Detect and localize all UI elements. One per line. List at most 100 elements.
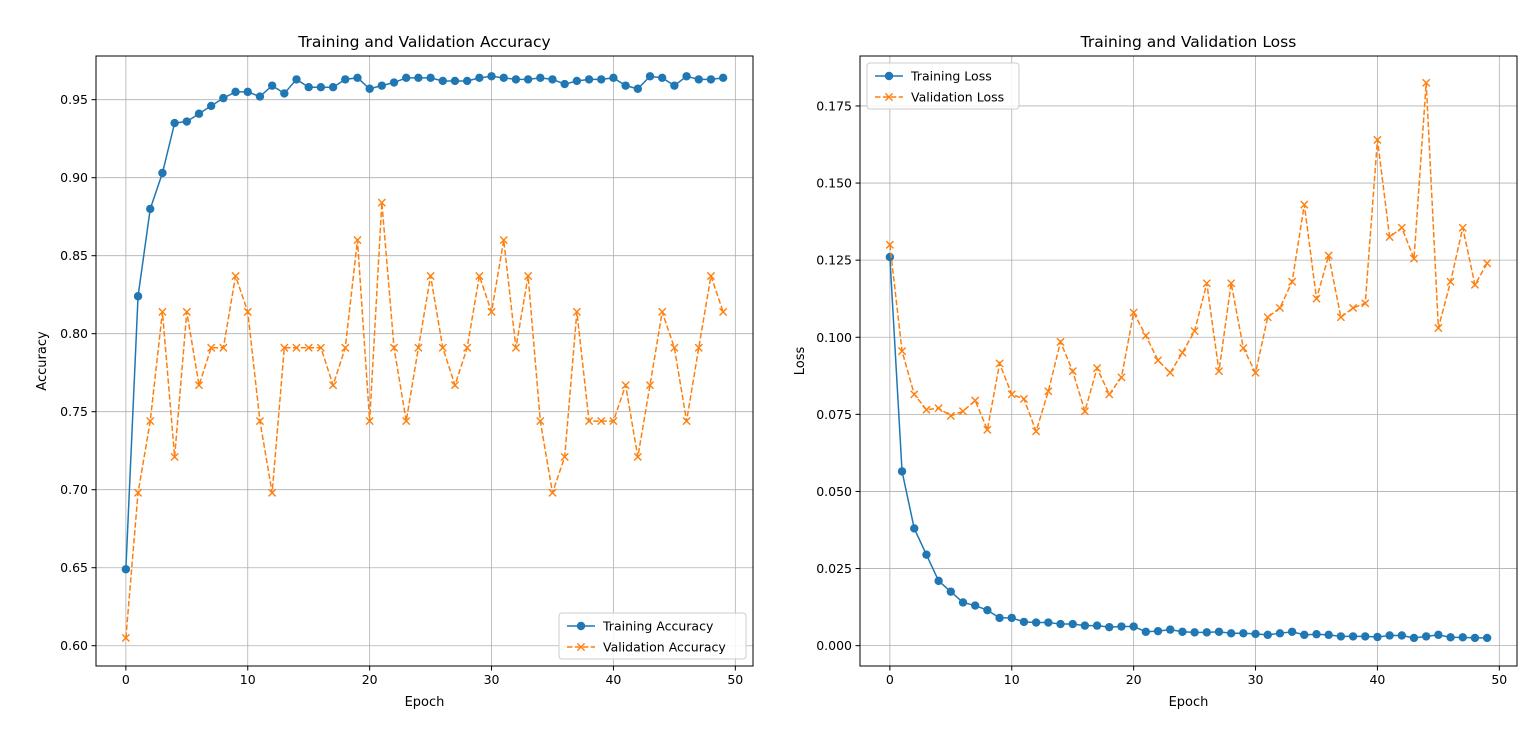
data-point [1068,367,1077,376]
data-point [897,347,907,356]
data-point [1056,619,1065,629]
y-tick-label: 0.60 [60,638,88,653]
data-point [1421,632,1431,641]
data-point [958,407,968,416]
data-point [897,467,907,476]
data-point [1434,630,1443,640]
data-point [670,81,679,90]
data-point [584,416,594,426]
data-point [1470,280,1480,289]
data-point [316,343,325,352]
legend-label: Training Accuracy [602,619,714,634]
data-point [389,343,399,352]
data-point [1226,629,1236,638]
data-point [1019,394,1029,404]
data-point [170,118,179,128]
data-point [402,73,411,83]
data-point [243,307,252,316]
y-tick-label: 0.80 [60,326,88,341]
data-point [1385,232,1394,242]
data-point [1239,629,1248,638]
data-point [1361,632,1370,641]
plot-frame [95,55,754,667]
data-point [1312,294,1321,303]
legend-marker [884,71,894,81]
data-point [1166,625,1175,634]
legend: Training Accuracy Validation Accuracy [558,612,747,660]
data-point [1044,618,1053,627]
data-point [292,343,301,352]
data-point [389,78,399,87]
data-point [597,75,606,84]
data-point [499,73,508,83]
data-point [1385,631,1394,640]
data-point [946,587,956,596]
data-point [719,307,728,316]
data-point [365,84,374,93]
data-point [170,452,179,462]
chart-title: Training and Validation Loss [1080,33,1297,51]
accuracy-chart: 0 10 20 30 40 50 0.60 0.65 0.70 0.75 0.80 0.85 0.90 0… [35,33,754,710]
data-point [694,343,703,352]
data-point [548,75,557,84]
x-axis-label: Epoch [1169,695,1209,710]
x-tick-label: 50 [1491,672,1507,687]
y-tick-label: 0.075 [816,407,852,422]
data-point [255,416,265,426]
series-line [889,82,1488,434]
y-tick-label: 0.70 [60,482,88,497]
data-point [1190,326,1199,336]
y-tick-label: 0.85 [60,248,88,263]
data-point [304,83,313,92]
legend-marker [884,92,894,102]
data-point [1153,626,1163,636]
data-point [572,307,581,316]
data-point [1409,254,1419,263]
series-line [889,257,1488,639]
data-point [1287,627,1297,636]
data-point [934,576,943,586]
loss-chart: 0 10 20 30 40 50 0.000 0.025 0.050 0.075 0.100 0.12… [793,33,1518,710]
x-tick-label: 40 [1369,672,1385,687]
data-point [1141,331,1150,340]
data-point [121,633,130,643]
data-point [1373,135,1382,144]
y-tick-label: 0.150 [816,176,852,191]
chart-title: Training and Validation Accuracy [297,33,550,51]
x-tick-label: 0 [122,672,130,687]
data-point [1190,628,1199,637]
data-point [292,75,301,84]
legend-label: Validation Accuracy [603,640,726,655]
data-point [1300,200,1309,209]
data-point [1227,279,1236,288]
data-point [572,76,582,86]
legend-marker [576,621,586,631]
legend-marker [576,642,586,652]
x-tick-label: 10 [1004,672,1020,687]
data-point [584,75,594,84]
data-point [1032,427,1041,436]
data-point [1031,618,1041,627]
data-point [438,343,447,352]
data-point [970,601,980,610]
series-training-loss [885,252,1492,643]
data-point [1251,629,1260,639]
data-point [694,75,703,84]
data-point [1324,630,1333,640]
data-point [1129,308,1138,317]
data-point [1373,632,1382,642]
data-point [1068,619,1077,629]
data-point [682,72,691,81]
data-point [341,343,350,352]
data-point [1166,368,1175,377]
y-tick-label: 0.90 [60,170,88,185]
data-point [670,343,679,352]
data-point [971,396,980,405]
data-point [934,404,943,413]
y-tick-label: 0.65 [60,560,88,575]
data-point [243,87,252,97]
grid [860,56,1517,666]
data-point [645,72,655,81]
data-point [414,73,423,83]
